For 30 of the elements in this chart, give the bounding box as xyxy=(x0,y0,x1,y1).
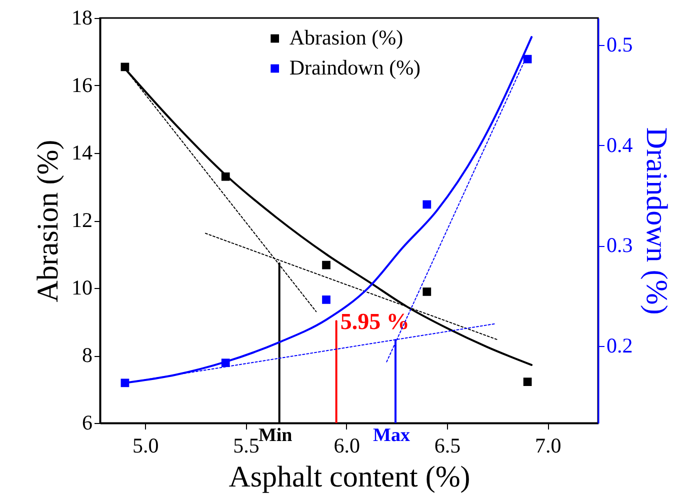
point xyxy=(422,200,432,209)
point xyxy=(322,260,330,270)
y2-axis-title: Draindown (%) xyxy=(640,127,673,315)
x-tick-label: 6.0 xyxy=(334,434,360,458)
annotation: Max xyxy=(373,425,410,446)
y-tick-label: 6 xyxy=(82,410,92,434)
y2-tick-label: 0.2 xyxy=(606,333,633,358)
y-tick-label: 8 xyxy=(82,343,92,367)
legend-label: Abrasion (%) xyxy=(289,26,404,50)
y-tick-label: 12 xyxy=(72,208,92,232)
y2-tick-label: 0.3 xyxy=(606,233,633,258)
annotation: 5.95 % xyxy=(340,308,410,334)
x-tick-label: 7.0 xyxy=(535,434,562,458)
x-axis-title: Asphalt content (%) xyxy=(228,460,470,494)
y2-tick-label: 0.5 xyxy=(606,32,633,57)
x-tick-label: 6.5 xyxy=(434,434,461,458)
y2-tick-label: 0.4 xyxy=(606,132,634,157)
annotation: Min xyxy=(258,425,293,446)
x-tick-label: 5.0 xyxy=(132,434,159,458)
point xyxy=(523,378,532,386)
y-axis-title: Abrasion (%) xyxy=(32,140,64,302)
x-tick-label: 5.5 xyxy=(233,434,260,458)
y-tick-label: 16 xyxy=(72,73,92,97)
point xyxy=(523,54,532,64)
y-tick-label: 18 xyxy=(72,6,92,30)
legend-label: Draindown (%) xyxy=(289,56,421,80)
point xyxy=(322,296,330,304)
point xyxy=(422,288,432,296)
y-tick-label: 14 xyxy=(72,140,93,164)
y-tick-label: 10 xyxy=(72,276,92,300)
